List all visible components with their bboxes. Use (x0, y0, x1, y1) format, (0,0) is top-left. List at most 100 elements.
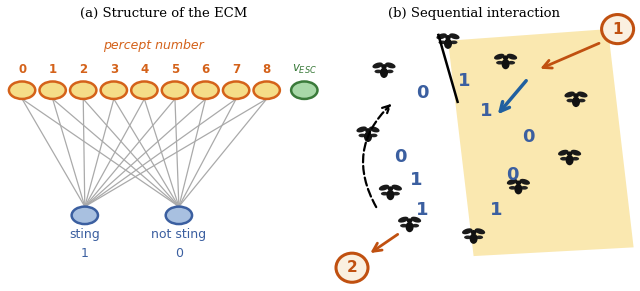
Ellipse shape (509, 186, 516, 190)
Text: 1: 1 (410, 171, 422, 189)
Ellipse shape (520, 186, 528, 190)
Ellipse shape (40, 81, 66, 99)
Ellipse shape (386, 70, 394, 73)
Text: 1: 1 (612, 22, 623, 37)
Circle shape (336, 253, 368, 282)
Ellipse shape (577, 92, 588, 97)
Ellipse shape (412, 224, 419, 228)
Ellipse shape (380, 68, 388, 78)
Ellipse shape (520, 179, 530, 185)
Text: not sting: not sting (151, 228, 207, 241)
Ellipse shape (571, 150, 581, 156)
Ellipse shape (72, 207, 98, 224)
Text: 4: 4 (140, 63, 148, 76)
Polygon shape (448, 29, 634, 256)
Text: sting: sting (69, 228, 100, 241)
FancyArrowPatch shape (543, 43, 599, 68)
Text: 0: 0 (394, 148, 406, 166)
Ellipse shape (392, 192, 400, 196)
Ellipse shape (578, 99, 586, 102)
Ellipse shape (502, 59, 509, 69)
Ellipse shape (471, 230, 476, 235)
Ellipse shape (566, 155, 573, 165)
Ellipse shape (558, 150, 568, 156)
FancyArrowPatch shape (363, 105, 390, 207)
Ellipse shape (503, 55, 509, 60)
Ellipse shape (387, 190, 394, 200)
Ellipse shape (508, 61, 515, 65)
Ellipse shape (411, 217, 421, 223)
Ellipse shape (564, 92, 575, 97)
Ellipse shape (476, 235, 483, 239)
Ellipse shape (406, 222, 413, 232)
Ellipse shape (516, 180, 521, 185)
Text: 3: 3 (109, 63, 118, 76)
Ellipse shape (398, 217, 408, 223)
Ellipse shape (381, 64, 387, 69)
Ellipse shape (572, 157, 579, 161)
Ellipse shape (507, 179, 517, 185)
Ellipse shape (385, 63, 396, 68)
Ellipse shape (70, 81, 97, 99)
Text: 1: 1 (81, 247, 89, 260)
Ellipse shape (374, 70, 382, 73)
Ellipse shape (166, 207, 192, 224)
Ellipse shape (9, 81, 35, 99)
Ellipse shape (560, 157, 568, 161)
Ellipse shape (193, 81, 219, 99)
Ellipse shape (381, 192, 388, 196)
Text: 7: 7 (232, 63, 240, 76)
Text: 1: 1 (458, 72, 470, 91)
Ellipse shape (253, 81, 280, 99)
Text: 0: 0 (506, 166, 518, 184)
Text: (a) Structure of the ECM: (a) Structure of the ECM (79, 7, 247, 20)
Ellipse shape (400, 224, 408, 228)
Text: 1: 1 (49, 63, 57, 76)
Ellipse shape (449, 33, 460, 39)
Circle shape (602, 15, 634, 44)
Ellipse shape (436, 33, 447, 39)
Ellipse shape (356, 127, 367, 132)
Ellipse shape (379, 185, 389, 191)
Text: 0: 0 (175, 247, 183, 260)
Ellipse shape (392, 185, 402, 191)
Ellipse shape (223, 81, 250, 99)
Text: 2: 2 (79, 63, 87, 76)
Text: 8: 8 (262, 63, 271, 76)
Text: 1: 1 (490, 200, 502, 219)
Ellipse shape (464, 235, 472, 239)
Text: (b) Sequential interaction: (b) Sequential interaction (388, 7, 559, 20)
Ellipse shape (445, 35, 451, 40)
Ellipse shape (131, 81, 157, 99)
Text: 0: 0 (18, 63, 26, 76)
Ellipse shape (573, 93, 579, 98)
Ellipse shape (566, 99, 574, 102)
Ellipse shape (450, 40, 458, 44)
Ellipse shape (567, 151, 573, 156)
Ellipse shape (462, 228, 472, 234)
Ellipse shape (162, 81, 188, 99)
Ellipse shape (475, 228, 485, 234)
Ellipse shape (372, 63, 383, 68)
FancyArrowPatch shape (500, 81, 526, 111)
Ellipse shape (407, 218, 413, 223)
Ellipse shape (369, 127, 380, 132)
Ellipse shape (388, 186, 393, 191)
Ellipse shape (365, 128, 371, 133)
Text: 2: 2 (347, 260, 357, 275)
Ellipse shape (358, 134, 366, 137)
Ellipse shape (364, 132, 372, 142)
Ellipse shape (515, 184, 522, 194)
Ellipse shape (444, 38, 452, 49)
Text: 0: 0 (522, 128, 534, 146)
FancyArrowPatch shape (373, 234, 397, 251)
Text: 0: 0 (416, 84, 429, 102)
Text: $\mathit{v}_{ESC}$: $\mathit{v}_{ESC}$ (292, 63, 317, 76)
Text: 6: 6 (202, 63, 210, 76)
Ellipse shape (100, 81, 127, 99)
Text: 1: 1 (480, 102, 493, 120)
Ellipse shape (438, 40, 446, 44)
Ellipse shape (470, 233, 477, 244)
Text: percept number: percept number (104, 39, 204, 52)
Text: 5: 5 (171, 63, 179, 76)
